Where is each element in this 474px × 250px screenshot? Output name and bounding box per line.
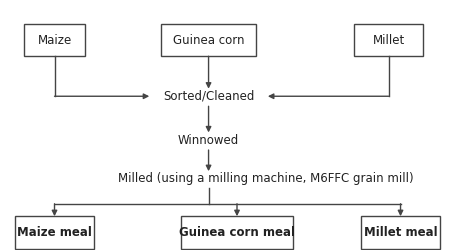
Text: Winnowed: Winnowed (178, 134, 239, 146)
Text: Maize: Maize (37, 34, 72, 46)
FancyBboxPatch shape (354, 24, 423, 56)
Text: Guinea corn: Guinea corn (173, 34, 244, 46)
FancyBboxPatch shape (361, 216, 439, 249)
FancyBboxPatch shape (161, 24, 256, 56)
Text: Guinea corn meal: Guinea corn meal (179, 226, 295, 239)
FancyBboxPatch shape (15, 216, 94, 249)
FancyBboxPatch shape (24, 24, 85, 56)
Text: Sorted/Cleaned: Sorted/Cleaned (163, 90, 254, 103)
FancyBboxPatch shape (181, 216, 292, 249)
Text: Millet: Millet (373, 34, 405, 46)
Text: Maize meal: Maize meal (17, 226, 92, 239)
Text: Milled (using a milling machine, M6FFC grain mill): Milled (using a milling machine, M6FFC g… (118, 172, 413, 185)
Text: Millet meal: Millet meal (364, 226, 438, 239)
